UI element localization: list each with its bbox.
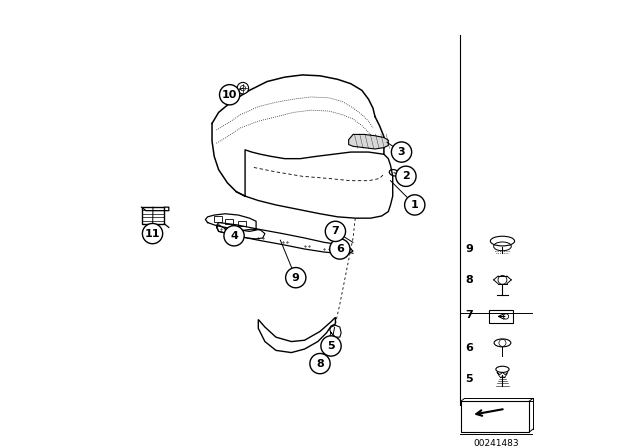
Text: 9: 9 [465, 244, 474, 254]
FancyBboxPatch shape [461, 401, 529, 432]
Circle shape [220, 85, 240, 105]
Circle shape [325, 221, 346, 241]
Circle shape [330, 239, 350, 259]
Circle shape [321, 336, 341, 356]
Polygon shape [349, 134, 388, 149]
Text: 7: 7 [465, 310, 473, 320]
Circle shape [224, 226, 244, 246]
Circle shape [392, 142, 412, 162]
Text: 6: 6 [465, 343, 474, 353]
Circle shape [237, 82, 248, 94]
Text: 00241483: 00241483 [473, 439, 518, 448]
Text: 5: 5 [465, 374, 473, 384]
Text: 11: 11 [145, 228, 160, 239]
Circle shape [310, 353, 330, 374]
Text: 8: 8 [465, 275, 473, 285]
Text: 7: 7 [332, 226, 339, 237]
Text: 10: 10 [222, 90, 237, 100]
Text: 6: 6 [336, 244, 344, 254]
Circle shape [396, 166, 416, 186]
Text: 3: 3 [397, 147, 405, 157]
Circle shape [142, 224, 163, 244]
Text: 5: 5 [327, 341, 335, 351]
Circle shape [404, 195, 425, 215]
Text: 4: 4 [230, 231, 238, 241]
Circle shape [240, 86, 246, 91]
Text: 8: 8 [316, 358, 324, 369]
Text: 1: 1 [411, 200, 419, 210]
Text: 2: 2 [402, 171, 410, 181]
Text: 9: 9 [292, 273, 300, 283]
Circle shape [285, 267, 306, 288]
